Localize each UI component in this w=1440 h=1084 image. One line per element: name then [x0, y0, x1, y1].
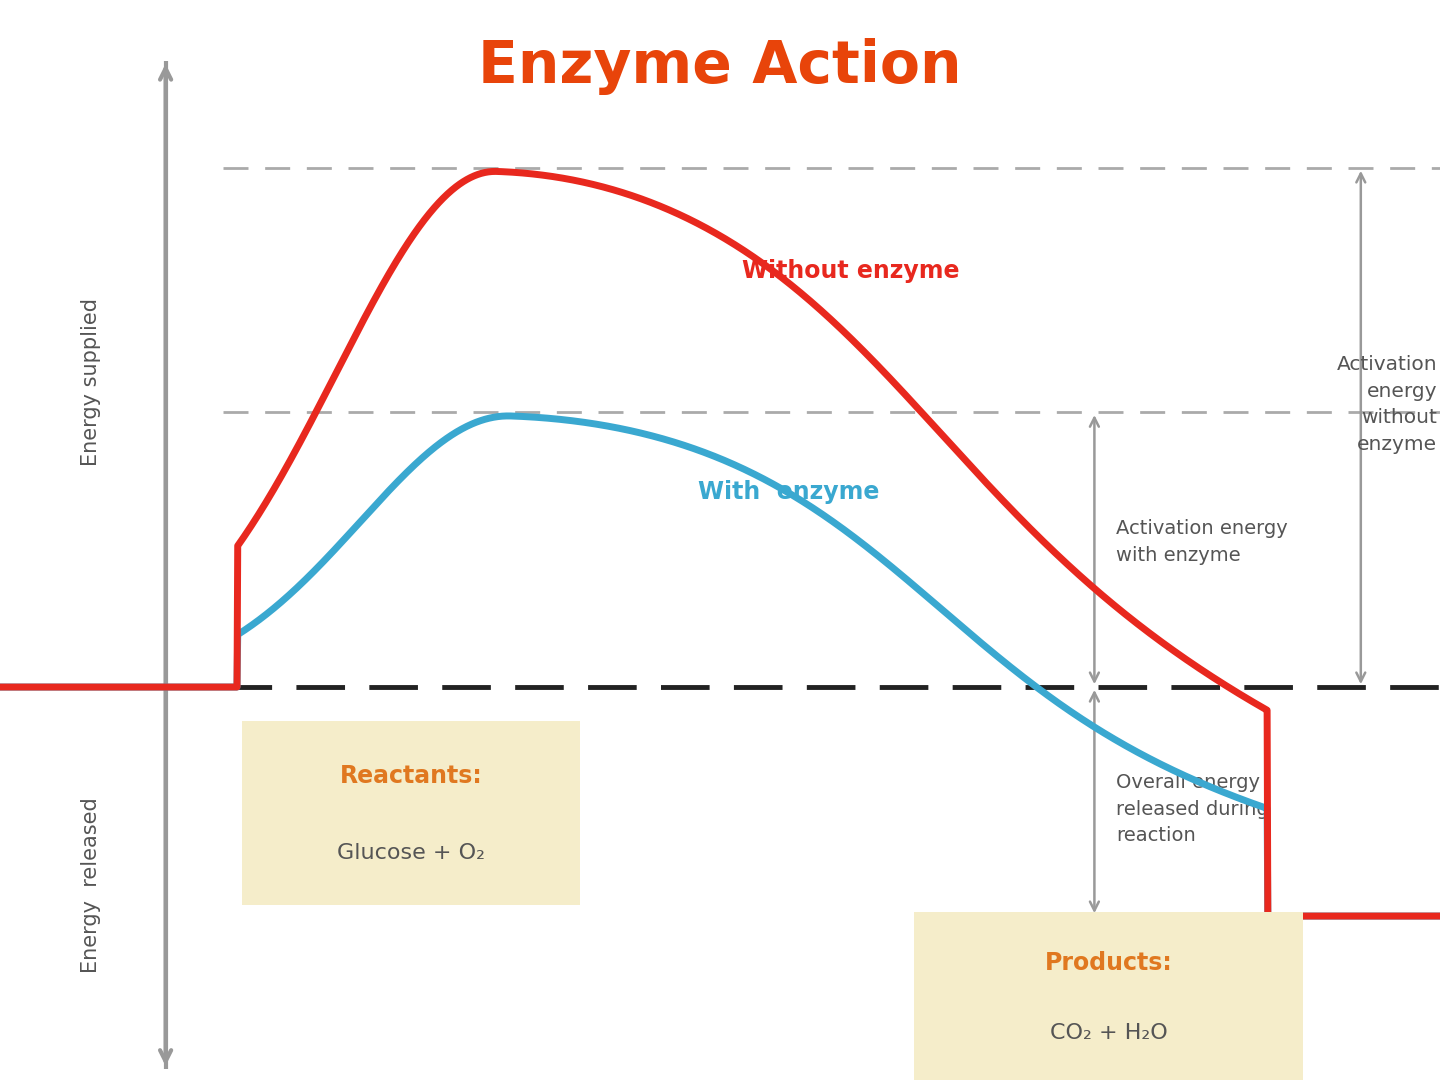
Text: Energy supplied: Energy supplied	[81, 298, 101, 466]
Text: Enzyme Action: Enzyme Action	[478, 38, 962, 95]
Text: Glucose + O₂: Glucose + O₂	[337, 843, 485, 863]
Text: Energy  released: Energy released	[81, 798, 101, 973]
Text: CO₂ + H₂O: CO₂ + H₂O	[1050, 1023, 1168, 1043]
Text: Reactants:: Reactants:	[340, 764, 482, 788]
Bar	[242, 721, 580, 905]
Bar	[914, 913, 1303, 1080]
Text: Activation energy
with enzyme: Activation energy with enzyme	[1116, 519, 1287, 565]
Text: Activation
energy
without
enzyme: Activation energy without enzyme	[1336, 356, 1437, 454]
Text: Products:: Products:	[1045, 951, 1172, 975]
Text: Without enzyme: Without enzyme	[742, 259, 959, 283]
Text: Overall energy
released during
reaction: Overall energy released during reaction	[1116, 773, 1269, 846]
Text: With  enzyme: With enzyme	[698, 480, 880, 504]
